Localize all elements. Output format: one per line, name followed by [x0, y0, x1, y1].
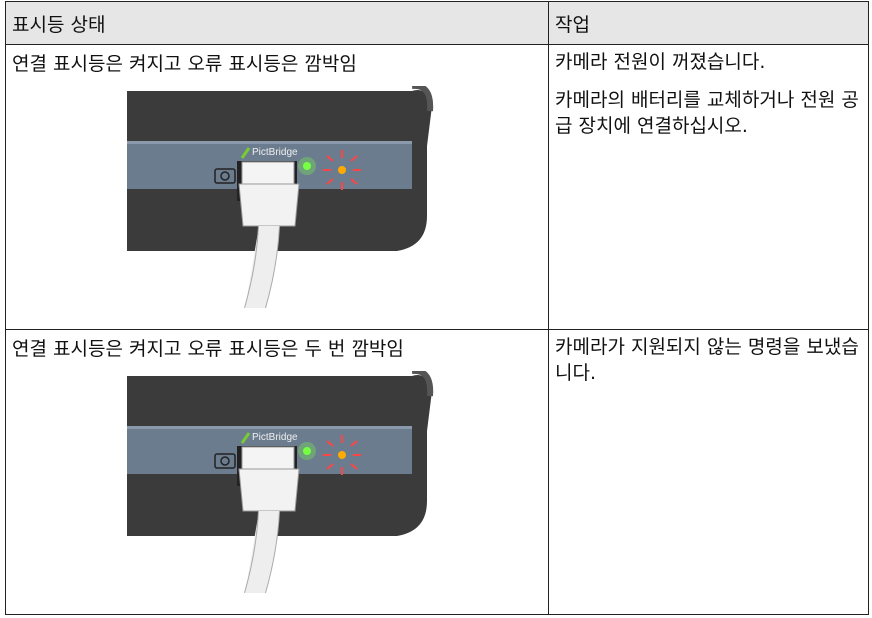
action-cell: 카메라 전원이 꺼졌습니다. 카메라의 배터리를 교체하거나 전원 공급 장치에 …: [548, 44, 869, 330]
image-slot: PictBridge: [12, 371, 542, 593]
header-row: 표시등 상태 작업: [5, 1, 869, 45]
logo-text: PictBridge: [252, 432, 298, 443]
row: 연결 표시등은 켜지고 오류 표시등은 두 번 깜박임 PictBridge 카…: [5, 329, 869, 615]
status-table: 표시등 상태 작업 연결 표시등은 켜지고 오류 표시등은 깜박임 PictBr…: [5, 1, 869, 615]
action-text: 카메라가 지원되지 않는 명령을 보냈습니다.: [555, 336, 859, 384]
printer-illustration: PictBridge: [127, 86, 434, 308]
status-cell: 연결 표시등은 켜지고 오류 표시등은 깜박임 PictBridge: [5, 44, 549, 330]
header-cell: 표시등 상태: [5, 1, 549, 45]
action-text: 카메라 전원이 꺼졌습니다.: [555, 51, 766, 73]
status-cell: 연결 표시등은 켜지고 오류 표시등은 두 번 깜박임 PictBridge: [5, 329, 549, 615]
row: 연결 표시등은 켜지고 오류 표시등은 깜박임 PictBridge 카메라 전…: [5, 44, 869, 330]
image-slot: PictBridge: [12, 86, 542, 308]
status-text: 연결 표시등은 켜지고 오류 표시등은 두 번 깜박임: [12, 338, 404, 360]
action-cell: 카메라가 지원되지 않는 명령을 보냈습니다.: [548, 329, 869, 615]
printer-illustration: PictBridge: [127, 371, 434, 593]
header-cell: 작업: [548, 1, 869, 45]
action-text: 카메라의 배터리를 교체하거나 전원 공급 장치에 연결하십시오.: [555, 89, 859, 137]
logo-text: PictBridge: [252, 147, 298, 158]
status-text: 연결 표시등은 켜지고 오류 표시등은 깜박임: [12, 53, 357, 75]
